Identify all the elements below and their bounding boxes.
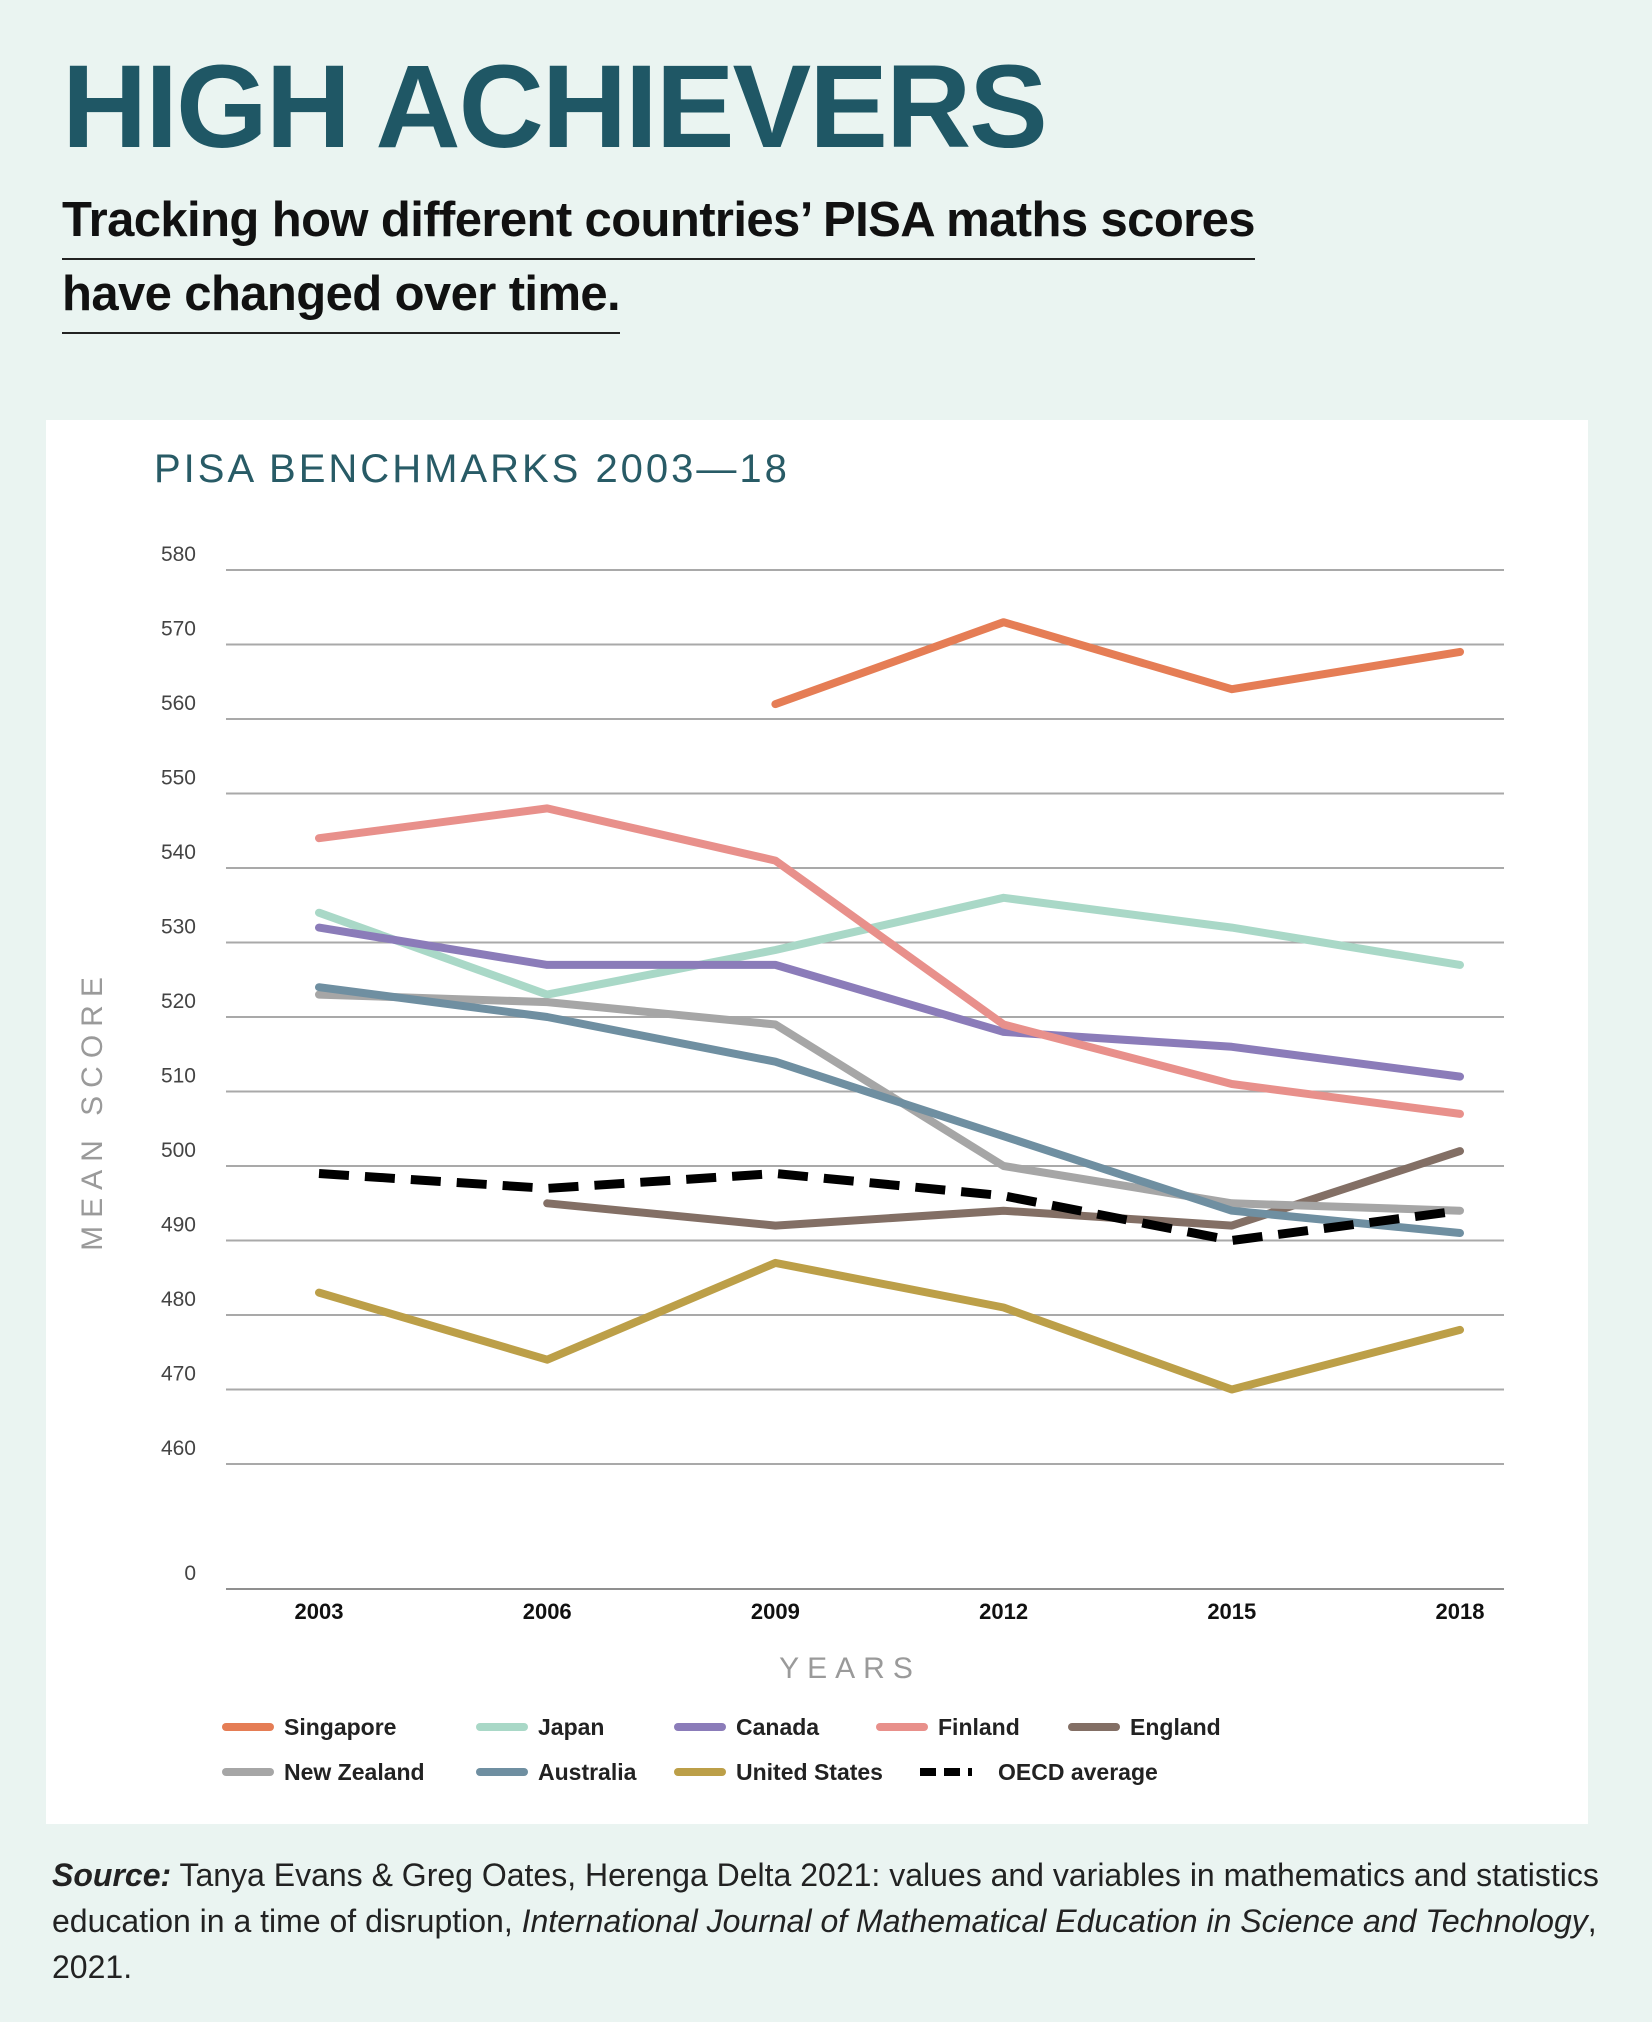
series-line-oecd-average xyxy=(318,1169,1461,1245)
y-tick-label: 520 xyxy=(161,990,196,1013)
legend-label: Australia xyxy=(538,1759,637,1785)
legend: Singapore Japan Canada Finland England New Ze… xyxy=(222,1714,1221,1785)
source-journal: International Journal of Mathematical Ed… xyxy=(521,1903,1588,1939)
chart-card: PISA BENCHMARKS 2003—18 580 570 560 550 540 5… xyxy=(46,420,1588,1824)
series-line-australia xyxy=(315,983,1464,1237)
source-text-2: , 2021. xyxy=(52,1903,1597,1985)
x-axis-ticks: 2003 2006 2009 2012 2015 2018 xyxy=(295,1599,1485,1624)
line-chart: PISA BENCHMARKS 2003—18 5805705605505405… xyxy=(76,447,1504,1785)
legend-label: Canada xyxy=(736,1714,819,1740)
y-tick-label: 580 xyxy=(161,543,196,566)
legend-label: Japan xyxy=(538,1714,604,1740)
y-tick-label: 530 xyxy=(161,916,196,939)
y-tick-label: 470 xyxy=(161,1363,196,1386)
legend-item-singapore: Singapore xyxy=(222,1714,396,1740)
y-tick-label: 560 xyxy=(161,692,196,715)
x-tick-label: 2006 xyxy=(523,1599,572,1624)
series-lines xyxy=(315,618,1464,1394)
legend-label: Finland xyxy=(938,1714,1020,1740)
source-citation: Source: Tanya Evans & Greg Oates, Hereng… xyxy=(52,1852,1612,1990)
legend-item-finland: Finland xyxy=(876,1714,1020,1740)
chart-title: PISA BENCHMARKS 2003—18 xyxy=(154,447,790,491)
series-line-singapore xyxy=(771,618,1464,709)
x-axis-label: YEARS xyxy=(779,1652,921,1685)
subtitle-line-2: have changed over time. xyxy=(62,260,621,334)
gridlines xyxy=(226,569,1504,1590)
series-line-united-states xyxy=(315,1258,1464,1394)
legend-item-canada: Canada xyxy=(674,1714,819,1740)
legend-item-united-states: United States xyxy=(674,1759,883,1785)
series-line-japan xyxy=(315,893,1464,999)
legend-label: OECD average xyxy=(998,1759,1158,1785)
legend-label: England xyxy=(1130,1714,1221,1740)
x-tick-label: 2003 xyxy=(295,1599,344,1624)
legend-item-england: England xyxy=(1068,1714,1221,1740)
y-tick-label: 540 xyxy=(161,841,196,864)
source-text-1: Tanya Evans & Greg Oates, Herenga Delta … xyxy=(52,1857,1599,1939)
y-tick-label: 460 xyxy=(161,1437,196,1460)
legend-item-australia: Australia xyxy=(476,1759,637,1785)
x-tick-label: 2015 xyxy=(1207,1599,1256,1624)
y-tick-label: 570 xyxy=(161,618,196,641)
y-axis-label: MEAN SCORE xyxy=(76,969,109,1251)
legend-label: Singapore xyxy=(284,1714,396,1740)
legend-label: New Zealand xyxy=(284,1759,425,1785)
series-line-canada xyxy=(315,923,1464,1081)
x-tick-label: 2009 xyxy=(751,1599,800,1624)
y-tick-label: 490 xyxy=(161,1214,196,1237)
page-title: HIGH ACHIEVERS xyxy=(62,41,1048,173)
x-tick-label: 2012 xyxy=(979,1599,1028,1624)
legend-item-japan: Japan xyxy=(476,1714,604,1740)
series-line-england xyxy=(543,1147,1464,1230)
y-tick-label: 510 xyxy=(161,1065,196,1088)
y-tick-label: 0 xyxy=(184,1562,196,1585)
subtitle-line-1: Tracking how different countries’ PISA m… xyxy=(62,186,1256,260)
y-tick-label: 550 xyxy=(161,767,196,790)
y-axis-ticks: 580 570 560 550 540 530 520 510 500 490 480 470 460 0 xyxy=(161,543,196,1585)
legend-item-new-zealand: New Zealand xyxy=(222,1759,425,1785)
page-subtitle: Tracking how different countries’ PISA m… xyxy=(62,186,1362,334)
x-tick-label: 2018 xyxy=(1436,1599,1485,1624)
series-line-finland xyxy=(315,804,1464,1118)
source-label: Source: xyxy=(52,1857,172,1893)
y-tick-label: 480 xyxy=(161,1288,196,1311)
y-tick-label: 500 xyxy=(161,1139,196,1162)
legend-label: United States xyxy=(736,1759,883,1785)
legend-item-oecd-average: OECD average xyxy=(920,1759,1158,1785)
